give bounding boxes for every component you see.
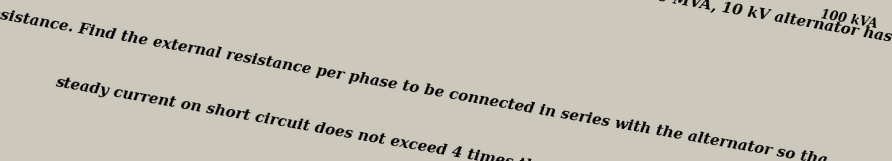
- Text: 100 kVA: 100 kVA: [820, 8, 879, 31]
- Text: steady current on short circuit does not exceed 4 times the full load current.: steady current on short circuit does not…: [54, 76, 692, 161]
- Text: A 3–phase, 20 MVA, 10 kV alternator has internal reactance of 5 % and neglig: A 3–phase, 20 MVA, 10 kV alternator has …: [553, 0, 892, 99]
- Text: resistance. Find the external resistance per phase to be connected in series wit: resistance. Find the external resistance…: [0, 6, 829, 161]
